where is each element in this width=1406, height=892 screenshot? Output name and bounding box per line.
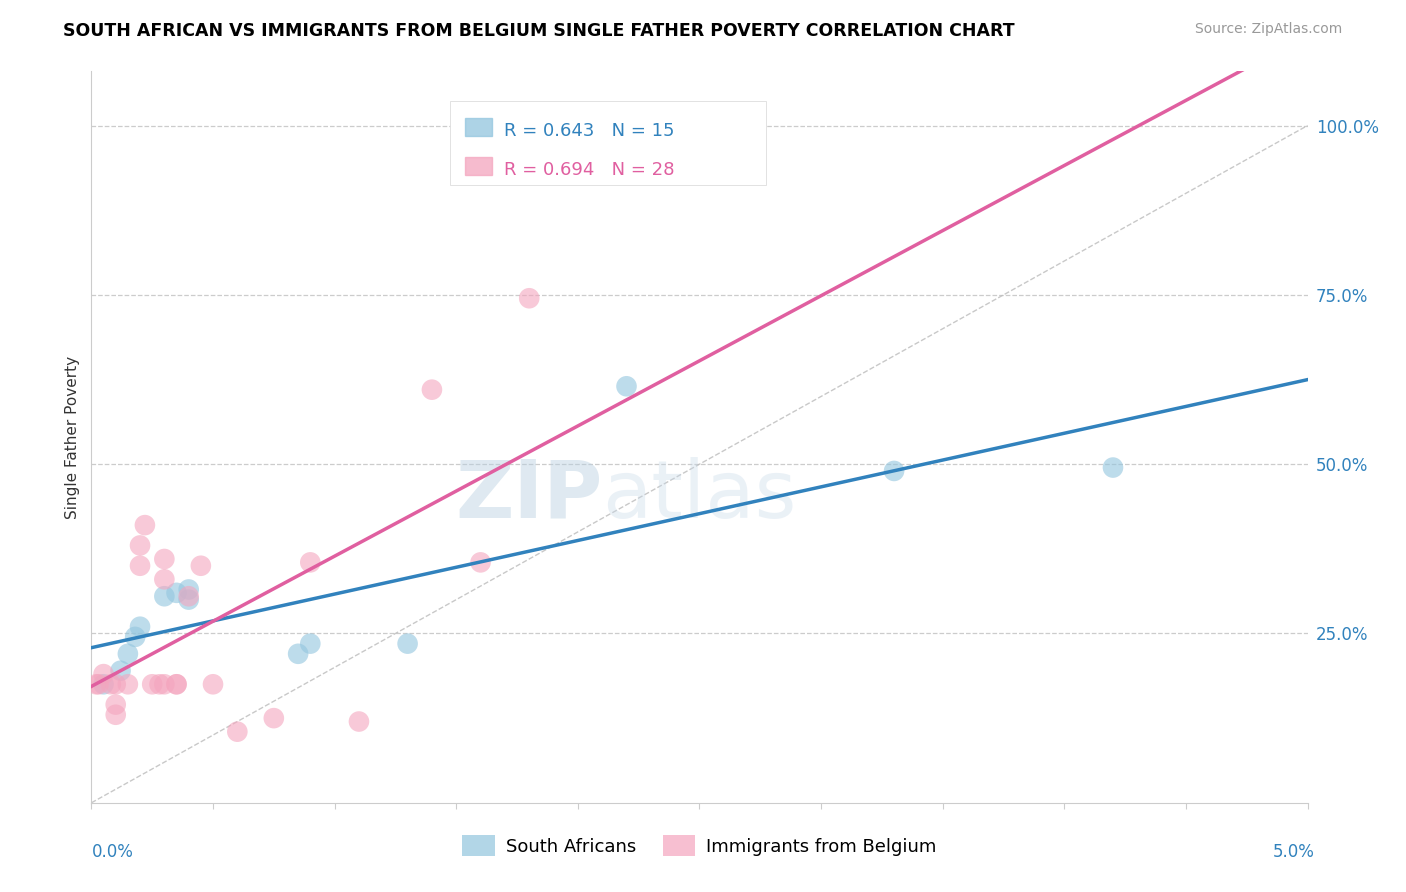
Text: 5.0%: 5.0%: [1272, 843, 1315, 861]
Point: [129, 538, 152, 552]
Point: [117, 647, 139, 661]
Point: [1102, 460, 1125, 475]
Point: [177, 582, 200, 597]
Point: [134, 518, 156, 533]
Text: SOUTH AFRICAN VS IMMIGRANTS FROM BELGIUM SINGLE FATHER POVERTY CORRELATION CHART: SOUTH AFRICAN VS IMMIGRANTS FROM BELGIUM…: [63, 22, 1015, 40]
Point: [166, 677, 188, 691]
Point: [153, 677, 176, 691]
Point: [616, 379, 638, 393]
Text: 0.0%: 0.0%: [91, 843, 134, 861]
Point: [153, 552, 176, 566]
Bar: [465, 157, 492, 175]
Point: [190, 558, 212, 573]
Point: [177, 592, 200, 607]
Point: [110, 664, 132, 678]
Text: R = 0.694   N = 28: R = 0.694 N = 28: [503, 161, 675, 178]
Point: [129, 558, 152, 573]
Point: [104, 707, 127, 722]
Point: [299, 637, 322, 651]
Point: [87, 677, 110, 691]
Point: [153, 572, 176, 586]
Point: [153, 589, 176, 603]
Y-axis label: Single Father Poverty: Single Father Poverty: [65, 356, 80, 518]
Point: [226, 724, 249, 739]
Point: [93, 677, 115, 691]
Point: [100, 677, 122, 691]
Point: [104, 698, 127, 712]
FancyBboxPatch shape: [450, 101, 766, 185]
Text: ZIP: ZIP: [456, 457, 602, 534]
Point: [420, 383, 443, 397]
Point: [470, 555, 492, 569]
Point: [141, 677, 163, 691]
Point: [299, 555, 322, 569]
Point: [84, 677, 107, 691]
Point: [263, 711, 285, 725]
Legend: South Africans, Immigrants from Belgium: South Africans, Immigrants from Belgium: [456, 828, 943, 863]
Point: [517, 291, 540, 305]
Point: [117, 677, 139, 691]
Point: [287, 647, 309, 661]
Point: [177, 589, 200, 603]
Text: atlas: atlas: [602, 457, 797, 534]
Point: [93, 667, 115, 681]
Point: [166, 677, 188, 691]
Text: Source: ZipAtlas.com: Source: ZipAtlas.com: [1195, 22, 1343, 37]
Point: [202, 677, 225, 691]
Point: [104, 677, 127, 691]
Point: [148, 677, 170, 691]
Text: R = 0.643   N = 15: R = 0.643 N = 15: [503, 122, 675, 140]
Bar: [465, 119, 492, 136]
Point: [124, 630, 146, 644]
Point: [396, 637, 419, 651]
Point: [347, 714, 370, 729]
Point: [166, 586, 188, 600]
Point: [129, 620, 152, 634]
Point: [883, 464, 905, 478]
